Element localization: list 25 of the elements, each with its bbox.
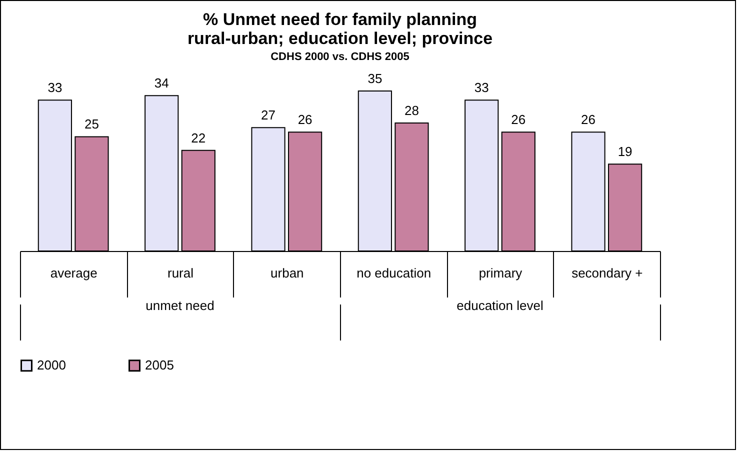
chart-subtitle: CDHS 2000 vs. CDHS 2005 <box>270 51 410 63</box>
data-label: 33 <box>48 80 62 96</box>
data-label: 22 <box>191 130 206 146</box>
text: % Unmet need for family planning <box>203 10 477 29</box>
x-tick-label: average <box>50 266 98 280</box>
legend-label: 2000 <box>37 358 66 373</box>
data-label: 26 <box>581 112 596 128</box>
x-tick-label: no education <box>356 266 432 280</box>
data-label: 35 <box>368 71 382 86</box>
text: education level <box>456 298 544 313</box>
data-label: 28 <box>404 103 419 118</box>
data-label: 33 <box>474 80 489 96</box>
legend-label: 2005 <box>145 358 174 373</box>
x-tick-label: urban <box>270 266 304 280</box>
text: rural-urban; education level; province <box>187 29 493 48</box>
data-label: 26 <box>511 112 526 128</box>
data-label: 34 <box>154 76 169 91</box>
data-label: 19 <box>618 144 632 160</box>
data-label: 26 <box>298 112 312 128</box>
text: unmet need <box>146 298 214 313</box>
data-label: 27 <box>261 108 276 123</box>
data-label: 25 <box>84 116 99 132</box>
x-tick-label: rural <box>167 266 194 280</box>
x-tick-label: primary <box>478 266 523 280</box>
x-tick-label: secondary + <box>572 266 643 280</box>
